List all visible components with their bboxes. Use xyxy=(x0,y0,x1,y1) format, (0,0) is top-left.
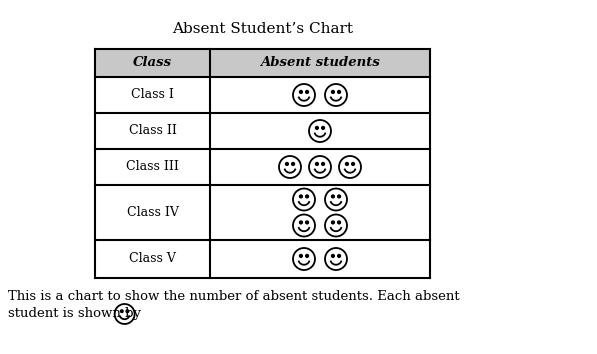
Circle shape xyxy=(322,126,325,129)
Text: Absent Student’s Chart: Absent Student’s Chart xyxy=(172,22,353,36)
Circle shape xyxy=(300,91,302,93)
Circle shape xyxy=(306,91,309,93)
Circle shape xyxy=(338,221,340,224)
Text: This is a chart to show the number of absent students. Each absent: This is a chart to show the number of ab… xyxy=(8,290,460,303)
Text: student is shown by: student is shown by xyxy=(8,308,141,320)
Text: Class V: Class V xyxy=(129,252,176,266)
Circle shape xyxy=(338,195,340,198)
Circle shape xyxy=(126,310,129,313)
Circle shape xyxy=(352,162,355,165)
Text: Class: Class xyxy=(133,57,172,69)
Circle shape xyxy=(338,91,340,93)
Text: Class I: Class I xyxy=(131,88,174,102)
Circle shape xyxy=(331,195,334,198)
Circle shape xyxy=(292,162,294,165)
Circle shape xyxy=(300,255,302,257)
Circle shape xyxy=(300,221,302,224)
Circle shape xyxy=(315,162,318,165)
Circle shape xyxy=(285,162,288,165)
Circle shape xyxy=(338,255,340,257)
FancyBboxPatch shape xyxy=(95,49,430,77)
Circle shape xyxy=(322,162,325,165)
Circle shape xyxy=(315,126,318,129)
Circle shape xyxy=(331,255,334,257)
Circle shape xyxy=(346,162,349,165)
Circle shape xyxy=(121,310,123,313)
Text: Class IV: Class IV xyxy=(127,206,179,219)
Text: Class III: Class III xyxy=(126,160,179,173)
Circle shape xyxy=(331,91,334,93)
Circle shape xyxy=(306,255,309,257)
Circle shape xyxy=(300,195,302,198)
Circle shape xyxy=(306,195,309,198)
Text: Class II: Class II xyxy=(128,125,177,137)
Circle shape xyxy=(331,221,334,224)
Circle shape xyxy=(306,221,309,224)
Text: Absent students: Absent students xyxy=(260,57,380,69)
